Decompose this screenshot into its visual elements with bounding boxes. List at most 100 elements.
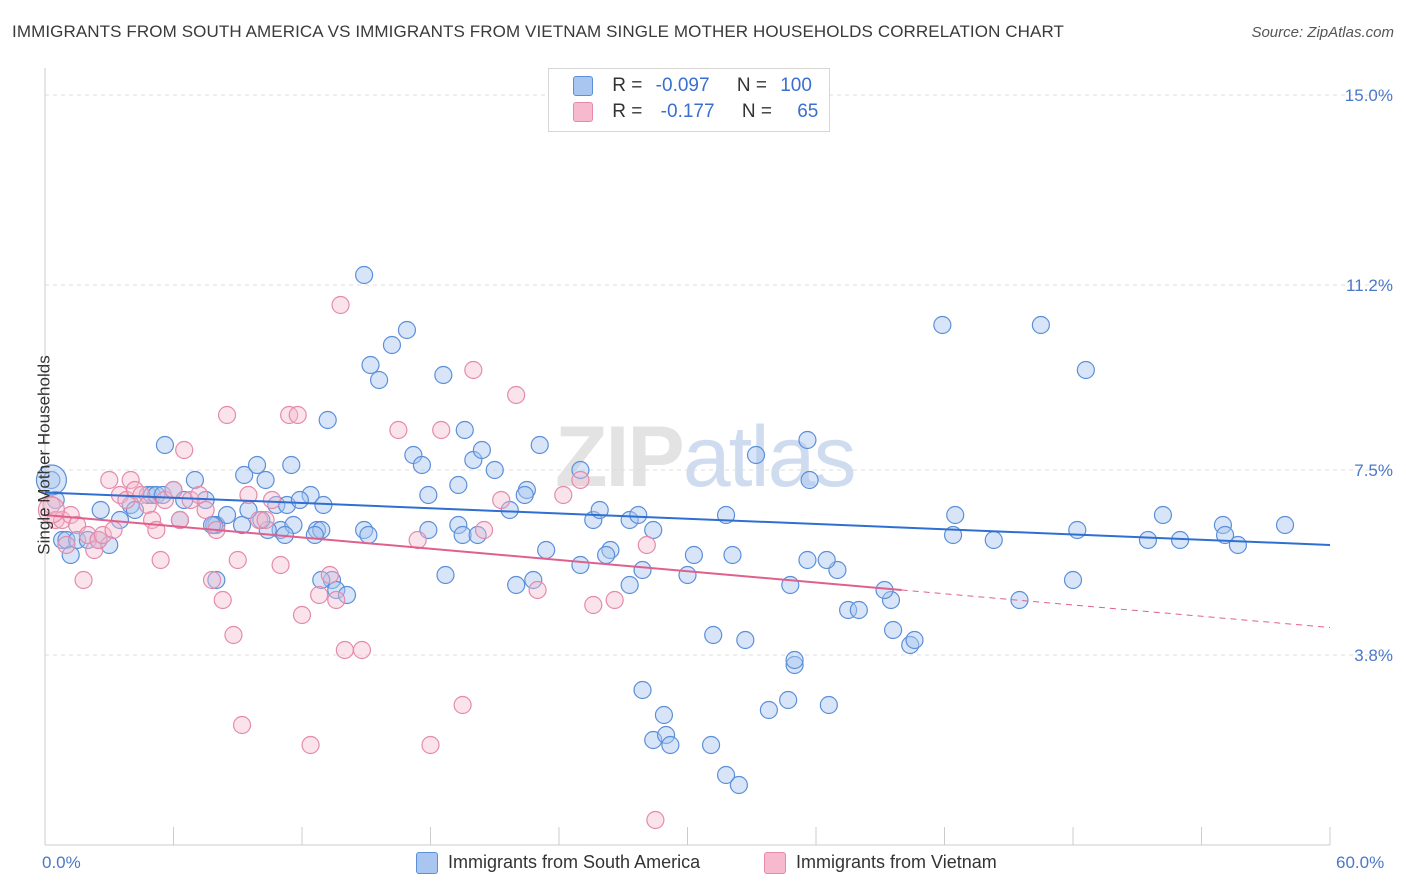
data-point-south-america: [883, 620, 903, 640]
data-point-south-america: [91, 500, 110, 520]
data-point-south-america: [355, 265, 374, 285]
data-point-vietnam: [408, 530, 427, 550]
data-point-south-america: [785, 650, 804, 670]
bottom-legend-label: Immigrants from South America: [448, 852, 701, 872]
data-point-south-america: [530, 435, 549, 455]
data-point-vietnam: [202, 570, 222, 590]
data-point-south-america: [798, 430, 817, 450]
data-point-south-america: [256, 470, 275, 490]
data-point-south-america: [933, 315, 952, 335]
data-point-south-america: [881, 590, 901, 610]
data-point-vietnam: [492, 490, 511, 510]
data-point-south-america: [537, 540, 556, 560]
data-point-vietnam: [121, 470, 140, 490]
data-point-vietnam: [271, 555, 290, 575]
data-point-vietnam: [151, 550, 170, 570]
data-point-south-america: [729, 775, 749, 795]
trend-line-vietnam: [44, 514, 902, 591]
data-point-south-america: [654, 705, 674, 725]
data-point-south-america: [1063, 570, 1083, 590]
data-point-south-america: [946, 505, 965, 525]
data-point-south-america: [701, 735, 721, 755]
y-axis-label: Single Mother Households: [34, 355, 54, 555]
data-point-south-america: [42, 470, 61, 490]
data-point-vietnam: [104, 520, 123, 540]
data-point-vietnam: [605, 590, 624, 610]
data-point-south-america: [217, 505, 237, 525]
legend-r-value: -0.097: [655, 75, 710, 96]
data-point-south-america: [68, 530, 87, 550]
data-point-south-america: [185, 470, 205, 490]
data-point-south-america: [678, 565, 697, 585]
data-point-vietnam: [637, 535, 656, 555]
data-point-vietnam: [164, 480, 183, 500]
data-point-south-america: [207, 570, 226, 590]
data-point-vietnam: [320, 565, 339, 585]
data-point-south-america: [305, 525, 324, 545]
trend-line-vietnam-extension: [901, 589, 1331, 628]
x-tick-label-max: 60.0%: [1336, 853, 1385, 872]
bottom-legend-label: Immigrants from Vietnam: [796, 852, 997, 872]
data-point-vietnam: [213, 590, 232, 610]
data-point-south-america: [571, 555, 590, 575]
data-point-south-america: [57, 530, 76, 550]
data-point-south-america: [849, 600, 868, 620]
data-point-vietnam: [331, 295, 350, 315]
data-point-south-america: [455, 420, 474, 440]
data-point-south-america: [785, 655, 804, 675]
data-point-vietnam: [262, 490, 282, 510]
y-tick-label: 11.2%: [1346, 276, 1393, 295]
data-point-south-america: [746, 445, 766, 465]
data-point-south-america: [1068, 520, 1087, 540]
data-point-vietnam: [474, 520, 494, 540]
data-point-south-america: [656, 725, 676, 745]
data-point-south-america: [318, 410, 337, 430]
data-point-south-america: [453, 525, 472, 545]
watermark: ZIPatlas: [555, 408, 856, 507]
legend-n-label: N =: [741, 101, 772, 122]
data-point-vietnam: [57, 535, 76, 555]
data-point-south-america: [800, 470, 819, 490]
data-point-south-america: [359, 525, 378, 545]
data-point-vietnam: [288, 405, 307, 425]
legend-swatch-pink: [573, 101, 593, 122]
data-point-south-america: [419, 485, 438, 505]
bottom-legend-south-america: Immigrants from South America: [416, 852, 701, 875]
data-point-south-america: [759, 700, 778, 720]
data-point-south-america: [633, 560, 652, 580]
data-point-vietnam: [239, 485, 258, 505]
data-point-south-america: [155, 435, 175, 455]
bottom-legend-vietnam: Immigrants from Vietnam: [764, 852, 997, 875]
data-point-south-america: [1138, 530, 1158, 550]
data-point-south-america: [1031, 315, 1050, 335]
data-point-south-america: [361, 355, 380, 375]
data-point-vietnam: [228, 550, 247, 570]
legend-r-label: R =: [612, 101, 643, 122]
bottom-legend-swatch-blue: [416, 852, 438, 875]
bottom-legend-swatch-pink: [764, 852, 786, 875]
data-point-vietnam: [181, 490, 200, 510]
data-point-south-america: [397, 320, 417, 340]
data-point-vietnam: [554, 485, 573, 505]
y-tick-label: 15.0%: [1345, 86, 1393, 105]
legend-n-value: 65: [797, 101, 819, 122]
data-point-south-america: [1153, 505, 1173, 525]
data-point-south-america: [327, 580, 346, 600]
data-point-south-america: [449, 515, 468, 535]
data-point-south-america: [704, 625, 723, 645]
data-point-south-america: [629, 505, 648, 525]
legend-n-value: 100: [780, 75, 812, 96]
data-point-south-america: [282, 455, 301, 475]
data-point-south-america: [412, 455, 432, 475]
data-point-south-america: [312, 570, 331, 590]
data-point-vietnam: [132, 485, 151, 505]
data-point-vietnam: [301, 735, 320, 755]
data-point-south-america: [819, 695, 838, 715]
data-point-south-america: [723, 545, 742, 565]
legend-row-south-america: R = -0.097 N = 100: [573, 75, 812, 101]
data-point-south-america: [1076, 360, 1095, 380]
data-point-south-america: [434, 365, 453, 385]
data-point-south-america: [716, 765, 736, 785]
data-point-vietnam: [74, 570, 93, 590]
data-point-vietnam: [93, 525, 112, 545]
